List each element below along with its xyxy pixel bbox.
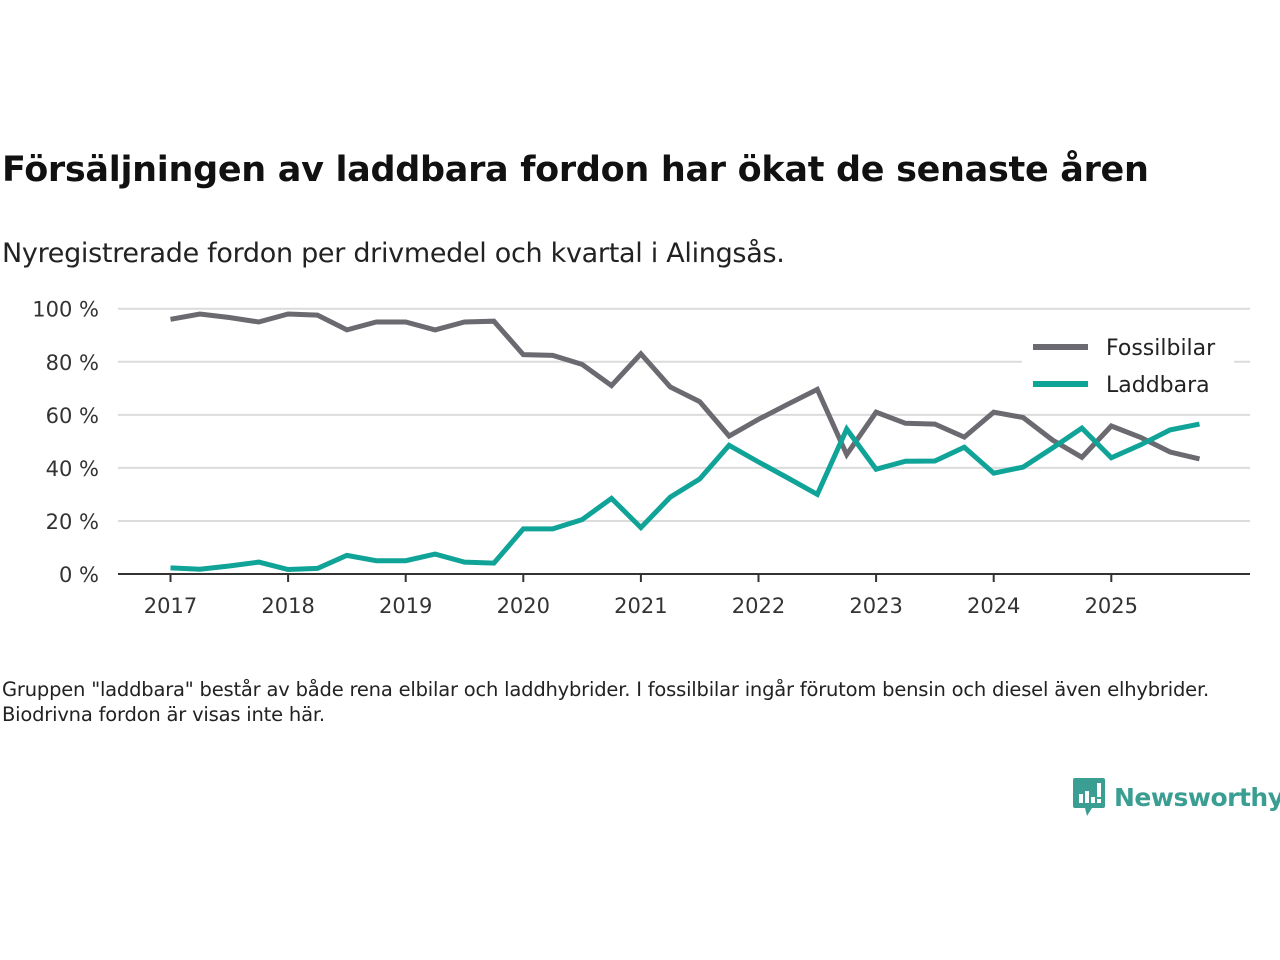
logo-text: Newsworthy <box>1114 782 1280 812</box>
y-tick-label: 20 % <box>46 510 99 534</box>
x-tick-label: 2020 <box>497 594 550 618</box>
series-lines <box>170 311 1201 573</box>
y-axis-tick-labels: 0 % 20 % 40 % 60 % 80 % 100 % <box>32 298 99 587</box>
legend-label-fossilbilar: Fossilbilar <box>1106 336 1216 361</box>
x-axis: 2017 2018 2019 2020 2021 2022 2023 2024 2025 <box>118 573 1250 618</box>
chart-subtitle: Nyregistrerade fordon per drivmedel och … <box>2 238 785 269</box>
series-line-fossilbilar <box>170 311 1201 462</box>
y-tick-label: 60 % <box>46 404 99 428</box>
y-tick-label: 40 % <box>46 457 99 481</box>
footnote: Gruppen "laddbara" består av både rena e… <box>2 678 1209 726</box>
legend-background <box>1022 326 1234 406</box>
x-tick-label: 2023 <box>849 594 902 618</box>
series-line-laddbara <box>170 421 1200 573</box>
x-tick-label: 2018 <box>261 594 314 618</box>
legend-label-laddbara: Laddbara <box>1106 373 1210 398</box>
newsworthy-logo: Newsworthy <box>1072 776 1280 818</box>
y-tick-label: 100 % <box>32 298 99 322</box>
bar-chart-speech-bubble-icon <box>1073 778 1105 816</box>
x-tick-label: 2017 <box>144 594 197 618</box>
x-tick-label: 2021 <box>614 594 667 618</box>
chart-title: Försäljningen av laddbara fordon har öka… <box>2 150 1149 190</box>
x-tick-label: 2022 <box>732 594 785 618</box>
y-tick-label: 0 % <box>59 563 99 587</box>
x-tick-label: 2024 <box>967 594 1020 618</box>
x-tick-label: 2019 <box>379 594 432 618</box>
x-tick-label: 2025 <box>1085 594 1138 618</box>
legend: Fossilbilar Laddbara <box>1022 326 1234 406</box>
y-tick-label: 80 % <box>46 351 99 375</box>
line-chart: 0 % 20 % 40 % 60 % 80 % 100 % 2017 2018 2019 202… <box>32 298 1250 618</box>
